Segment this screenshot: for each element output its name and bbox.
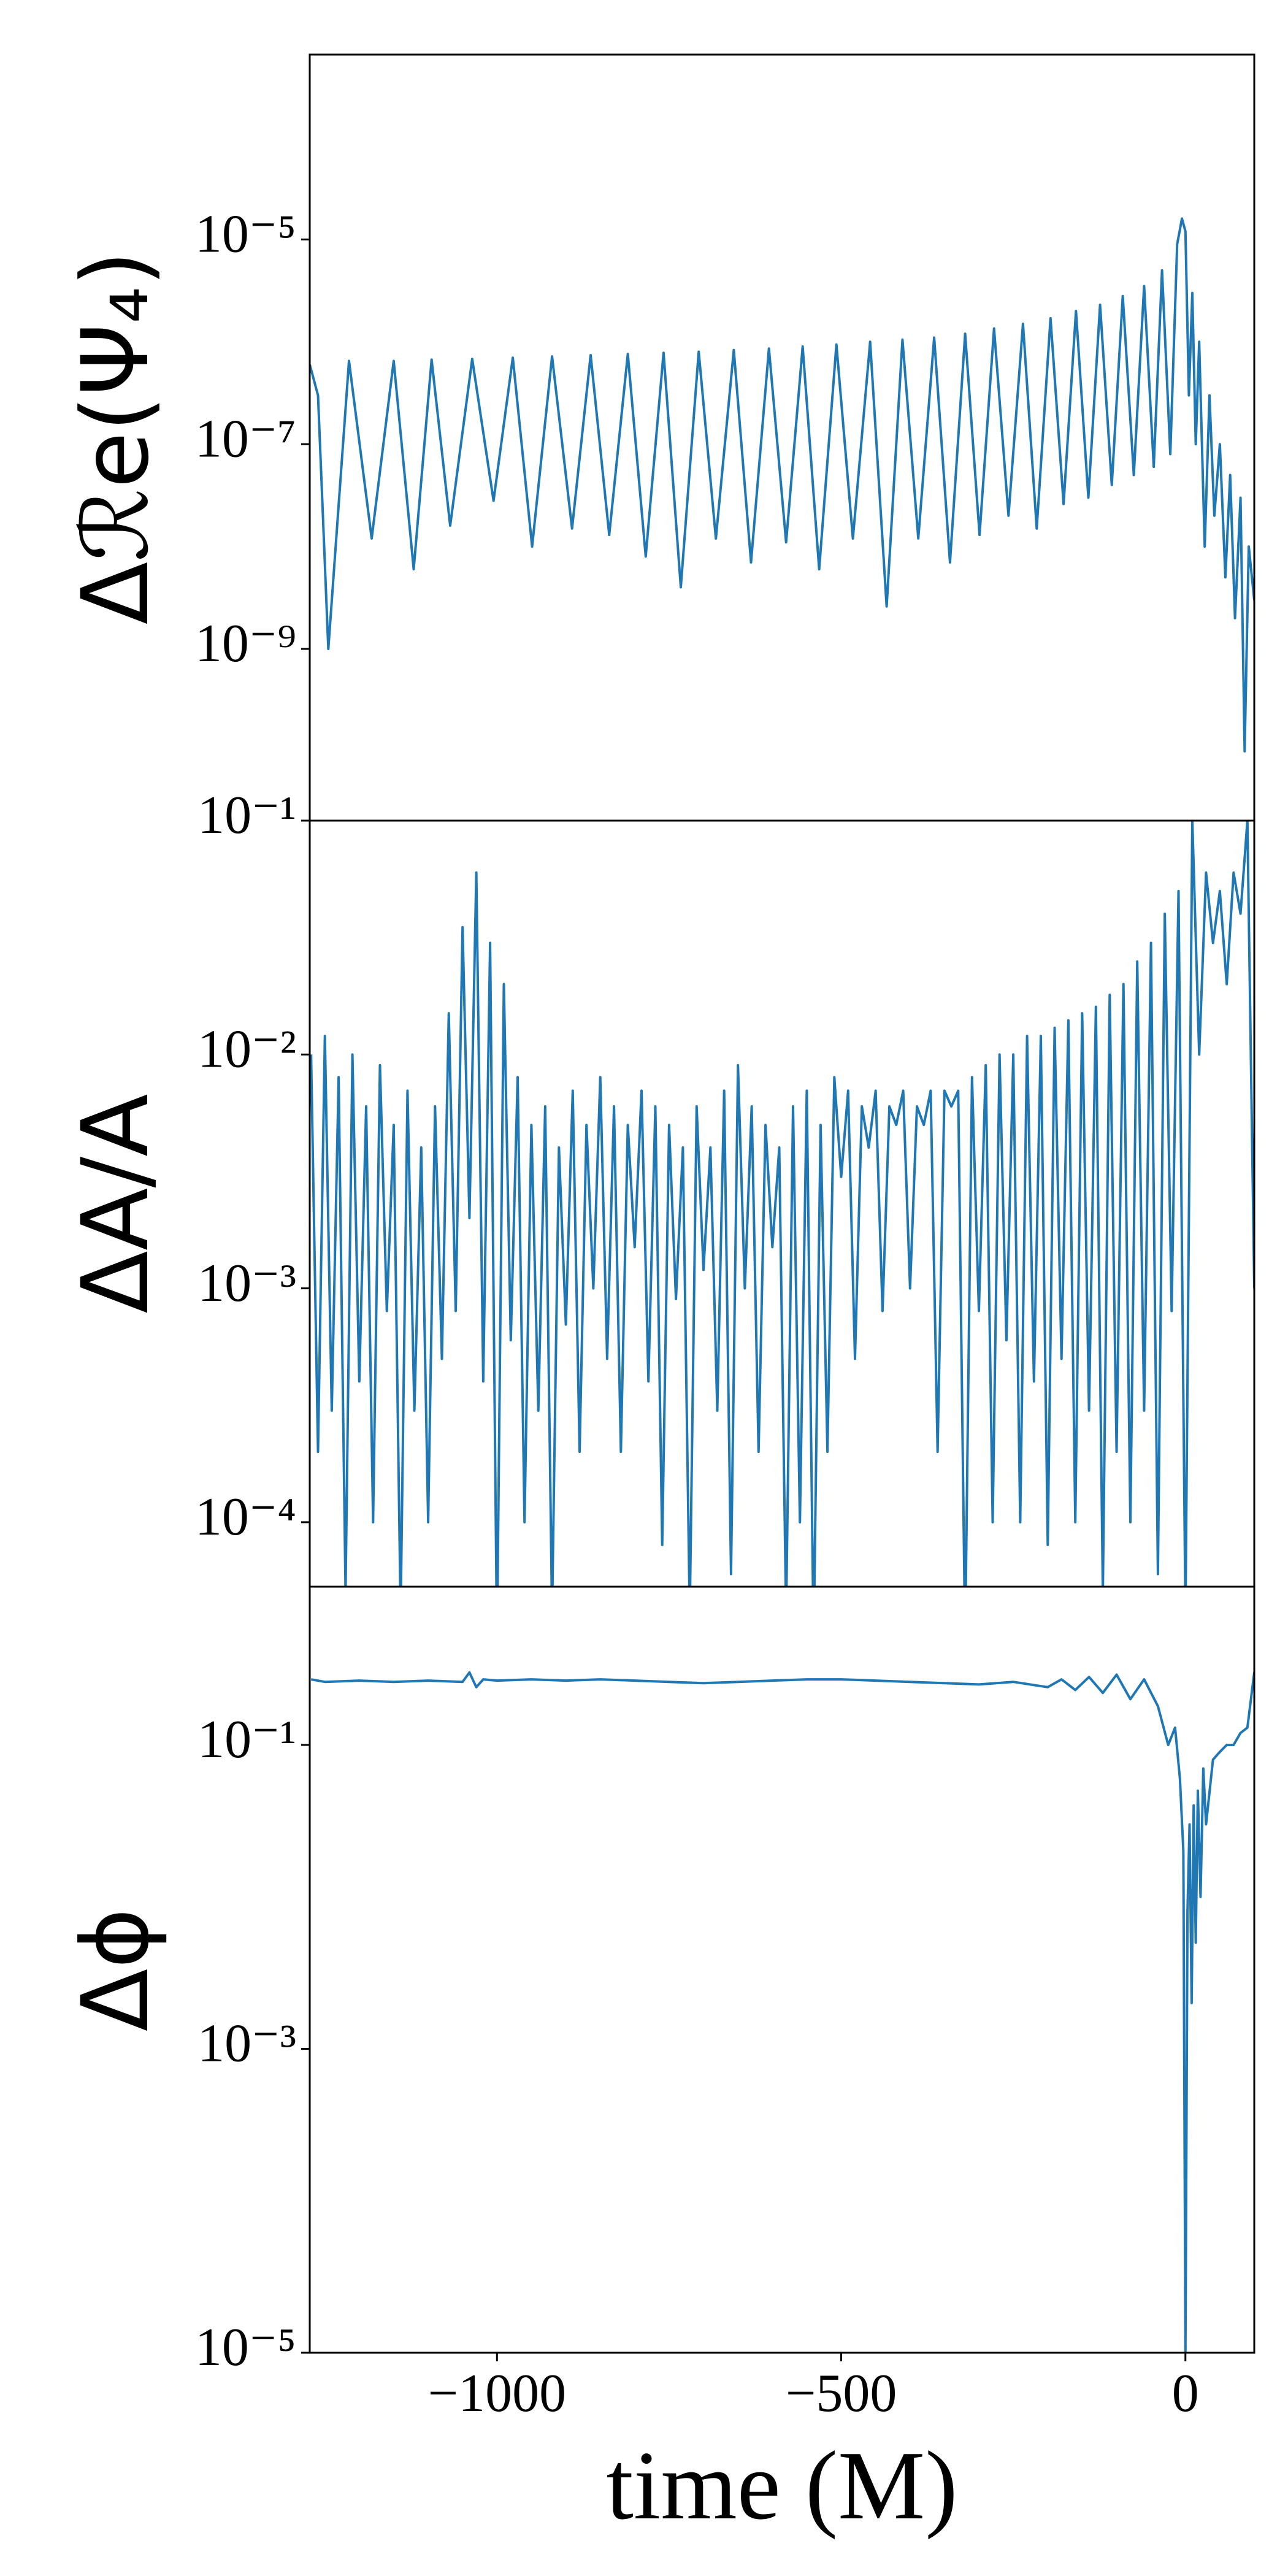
y-axis-label: Δϕ — [63, 1908, 169, 2032]
data-line — [310, 821, 1254, 1587]
y-tick-label: 10⁻⁴ — [195, 1487, 296, 1547]
x-axis-label: time (M) — [606, 2431, 957, 2540]
y-tick-label: 10⁻³ — [197, 1254, 296, 1313]
y-tick-label: 10⁻³ — [197, 2014, 296, 2074]
x-tick-label: −500 — [786, 2364, 897, 2423]
x-tick-label: −1000 — [427, 2364, 566, 2423]
y-axis-label: Δℛe(Ψ₄) — [63, 251, 169, 625]
y-axis-label: ΔA/A — [63, 1094, 169, 1313]
y-tick-label: 10⁻¹ — [197, 1710, 296, 1769]
y-tick-label: 10⁻⁷ — [195, 409, 296, 469]
x-tick-label: 0 — [1172, 2364, 1199, 2423]
y-tick-label: 10⁻⁹ — [195, 614, 296, 673]
data-line — [310, 217, 1254, 753]
y-tick-label: 10⁻⁵ — [195, 205, 296, 264]
y-tick-label: 10⁻² — [197, 1019, 296, 1079]
axes-frame — [309, 1585, 1255, 2354]
y-tick-label: 10⁻⁵ — [195, 2318, 296, 2377]
data-line — [310, 1671, 1254, 2353]
y-tick-label: 10⁻¹ — [197, 786, 296, 845]
axes-frame — [309, 53, 1255, 822]
